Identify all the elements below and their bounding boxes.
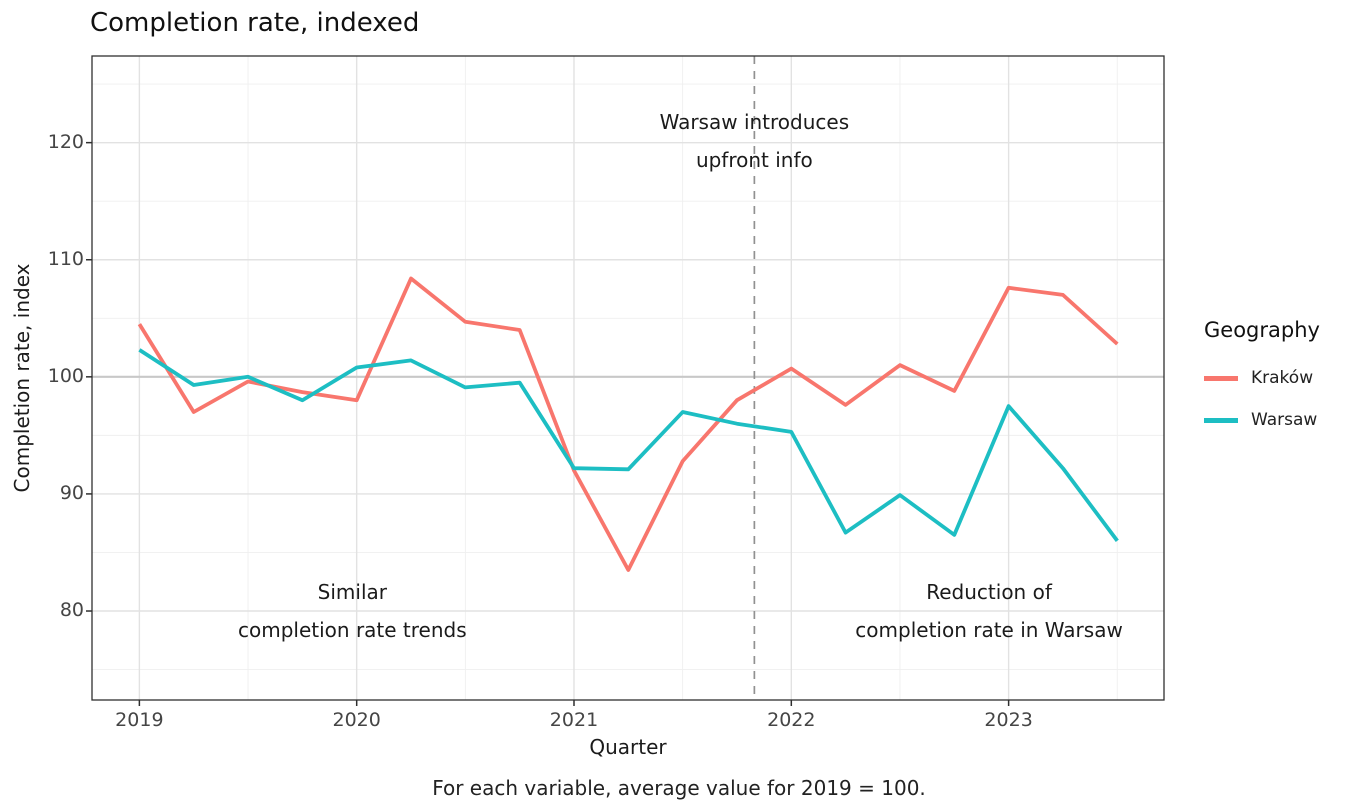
annotation-line: Similar [317, 580, 387, 604]
annotation-warsaw-introduces: Warsaw introduces upfront info [660, 103, 850, 179]
x-tick-label: 2020 [332, 709, 381, 731]
legend-item-label: Warsaw [1251, 410, 1318, 430]
warsaw-line-swatch [1204, 417, 1238, 423]
y-tick-label: 100 [47, 364, 84, 387]
annotation-line: completion rate trends [238, 618, 467, 642]
legend-item-warsaw: Warsaw [1204, 408, 1320, 432]
y-tick-label: 120 [47, 130, 84, 153]
chart-caption: For each variable, average value for 201… [432, 776, 926, 800]
annotation-line: Reduction of [926, 580, 1052, 604]
legend: Geography Kraków Warsaw [1204, 318, 1320, 432]
x-axis-title: Quarter [589, 735, 667, 759]
legend-item-krakow: Kraków [1204, 366, 1320, 390]
x-tick-label: 2021 [549, 709, 599, 731]
annotation-line: completion rate in Warsaw [855, 618, 1123, 642]
y-tick-label: 90 [59, 481, 84, 504]
chart-title: Completion rate, indexed [90, 8, 420, 38]
legend-item-label: Kraków [1251, 368, 1314, 388]
x-tick-label: 2023 [984, 709, 1033, 731]
annotation-line: Warsaw introduces [659, 110, 850, 135]
x-tick-label: 2019 [115, 709, 164, 731]
krakow-line-swatch [1204, 375, 1238, 381]
x-tick-label: 2022 [767, 709, 816, 731]
legend-title: Geography [1204, 318, 1320, 342]
y-tick-label: 110 [47, 247, 84, 270]
annotation-reduction-warsaw: Reduction of completion rate in Warsaw [855, 573, 1123, 649]
y-tick-label: 80 [59, 599, 84, 621]
annotation-line: upfront info [695, 148, 813, 173]
annotation-similar-trends: Similar completion rate trends [238, 573, 467, 649]
